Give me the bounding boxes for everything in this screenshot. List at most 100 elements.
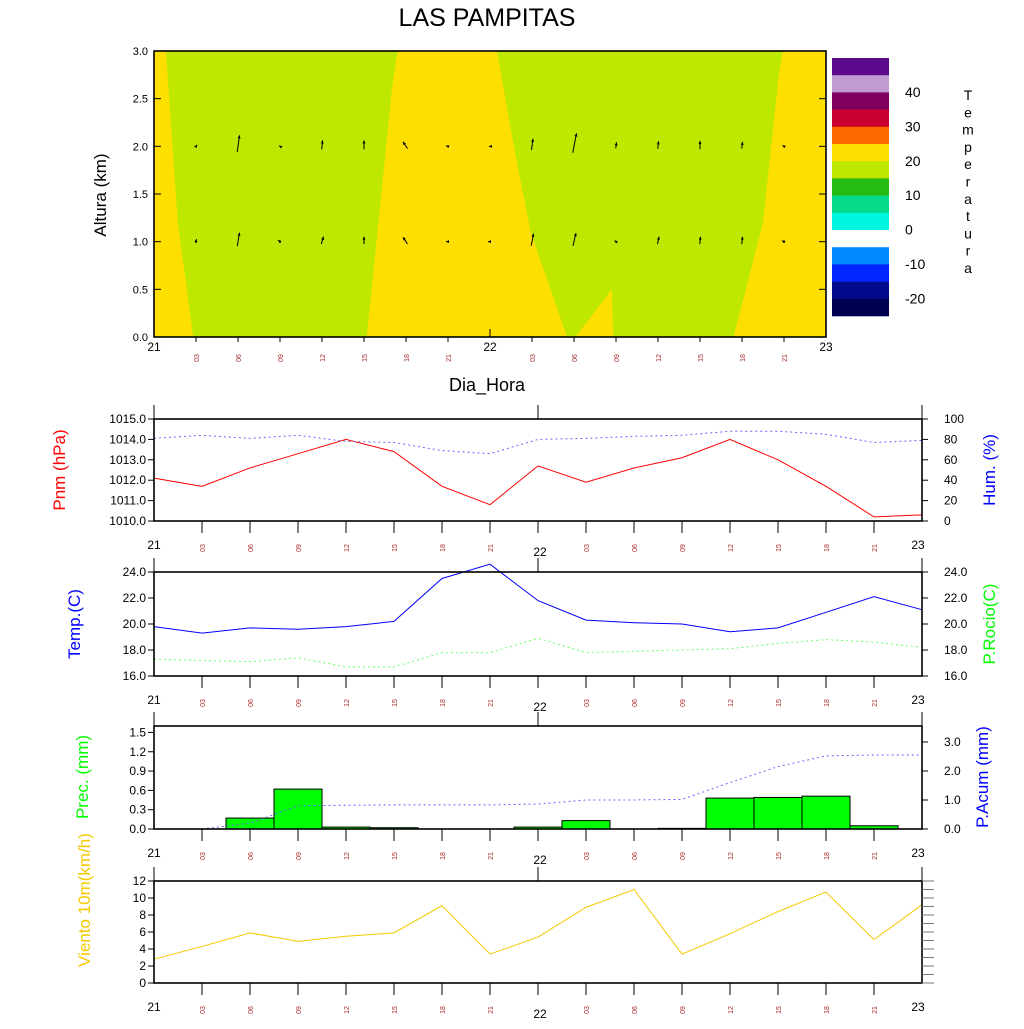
y-tick-label-left: 1.2: [129, 745, 146, 759]
wind-vector-head: [321, 236, 325, 240]
hour-label: 12: [728, 699, 735, 707]
wind-vector-arrow: [402, 236, 408, 245]
y-tick-label: 1.5: [133, 189, 148, 201]
day-label: 21: [147, 846, 161, 860]
colorbar-swatch: [832, 109, 889, 128]
wind-vector-head: [531, 138, 535, 143]
wind-vector-arrow: [656, 236, 660, 245]
y-axis-label-right: P.Rocio(C): [980, 584, 999, 665]
hour-label: 06: [572, 354, 579, 362]
day-label: 23: [911, 846, 925, 860]
wind-vector-head: [237, 135, 241, 139]
wind-vector-arrow: [194, 144, 198, 149]
hour-label: 03: [200, 1006, 207, 1014]
day-label: 21: [147, 693, 161, 707]
hour-label: 09: [680, 699, 687, 707]
wind-vector-head: [278, 240, 282, 244]
y-tick-label-left: 8: [139, 908, 146, 922]
wind-vector-arrow: [278, 145, 283, 149]
panel-frame: [153, 418, 923, 522]
wind-vector-head: [403, 237, 406, 241]
hour-label: 15: [698, 354, 705, 362]
hour-label: 12: [656, 354, 663, 362]
day-label: 22: [533, 700, 547, 714]
y-tick-label-left: 0: [139, 976, 146, 990]
precip-bar: [801, 795, 851, 830]
wind-vector-arrow: [782, 144, 786, 149]
wind-vector-arrow: [445, 145, 450, 149]
day-label: 22: [483, 340, 497, 354]
y-tick-label-left: 1011.0: [110, 494, 146, 508]
hour-label: 03: [200, 852, 207, 860]
y-tick-label-left: 0.6: [129, 783, 146, 797]
y-tick-label-left: 16.0: [123, 669, 147, 683]
wind-vector-arrow: [446, 240, 449, 244]
wind-vector-head: [698, 140, 702, 144]
wind-vector-head: [574, 133, 578, 137]
hour-label: 06: [248, 852, 255, 860]
y-tick-label-right: 80: [944, 432, 958, 446]
hour-label: 15: [392, 1006, 399, 1014]
colorbar-label: 0: [905, 222, 913, 238]
wind-vector-head: [573, 233, 577, 237]
hour-label: 18: [740, 354, 747, 362]
wind-vector-head: [488, 240, 491, 244]
wind-vector-arrow: [698, 140, 702, 150]
y-tick-label-right: 100: [944, 412, 964, 426]
y-tick-label-left: 12: [133, 874, 147, 888]
day-label: 23: [819, 340, 833, 354]
wind-vector-arrow: [740, 236, 744, 245]
colorbar-swatch: [832, 281, 889, 300]
hour-label: 12: [344, 1006, 351, 1014]
wind-vector-head: [656, 236, 660, 240]
hour-label: 09: [614, 354, 621, 362]
wind-vector-head: [698, 236, 702, 240]
hour-label: 03: [584, 852, 591, 860]
hour-label: 21: [782, 354, 789, 362]
y-tick-label-left: 1013.0: [109, 453, 146, 467]
contour-region-20-25: [733, 51, 826, 337]
y-tick-label-left: 22.0: [123, 591, 147, 605]
wind-vector-arrow: [320, 140, 324, 150]
series-line-right: [153, 637, 923, 668]
hour-label: 06: [248, 699, 255, 707]
wind-vector-head: [740, 236, 744, 240]
y-tick-label-left: 20.0: [123, 617, 147, 631]
hour-label: 09: [296, 544, 303, 552]
hour-label: 15: [392, 699, 399, 707]
day-label: 23: [911, 1000, 925, 1014]
colorbar-swatch: [832, 92, 889, 110]
hour-label: 03: [200, 544, 207, 552]
hour-label: 12: [728, 852, 735, 860]
wind-vector-arrow: [488, 240, 491, 244]
hour-label: 09: [680, 544, 687, 552]
colorbar-label: 20: [905, 153, 921, 169]
hour-label: 21: [446, 354, 453, 362]
colorbar-swatch: [832, 144, 889, 162]
y-tick-label-right: 2.0: [944, 764, 961, 778]
day-label: 21: [147, 1000, 161, 1014]
wind-vector-arrow: [277, 239, 282, 244]
contour-region-20-25: [154, 51, 194, 337]
y-tick-label-right: 1.0: [944, 793, 961, 807]
hour-label: 18: [824, 852, 831, 860]
hour-label: 15: [776, 852, 783, 860]
y-tick-label-right: 0.0: [944, 822, 961, 836]
hour-label: 06: [632, 852, 639, 860]
y-tick-label-left: 6: [139, 925, 146, 939]
wind-vector-arrow: [572, 233, 577, 247]
chart-title: LAS PAMPITAS: [399, 4, 576, 32]
hour-label: 18: [440, 852, 447, 860]
y-tick-label-left: 1010.0: [109, 514, 146, 528]
wind-vector-arrow: [194, 239, 198, 244]
wind-vector-arrow: [236, 135, 241, 152]
hour-label: 15: [776, 699, 783, 707]
hour-label: 12: [344, 699, 351, 707]
wind-vector-head: [740, 141, 744, 145]
wind-vector-head: [782, 145, 786, 149]
wind-vector-head: [237, 232, 241, 236]
hour-label: 12: [728, 544, 735, 552]
wind-vector-head: [194, 239, 198, 243]
hour-label: 15: [776, 1006, 783, 1014]
